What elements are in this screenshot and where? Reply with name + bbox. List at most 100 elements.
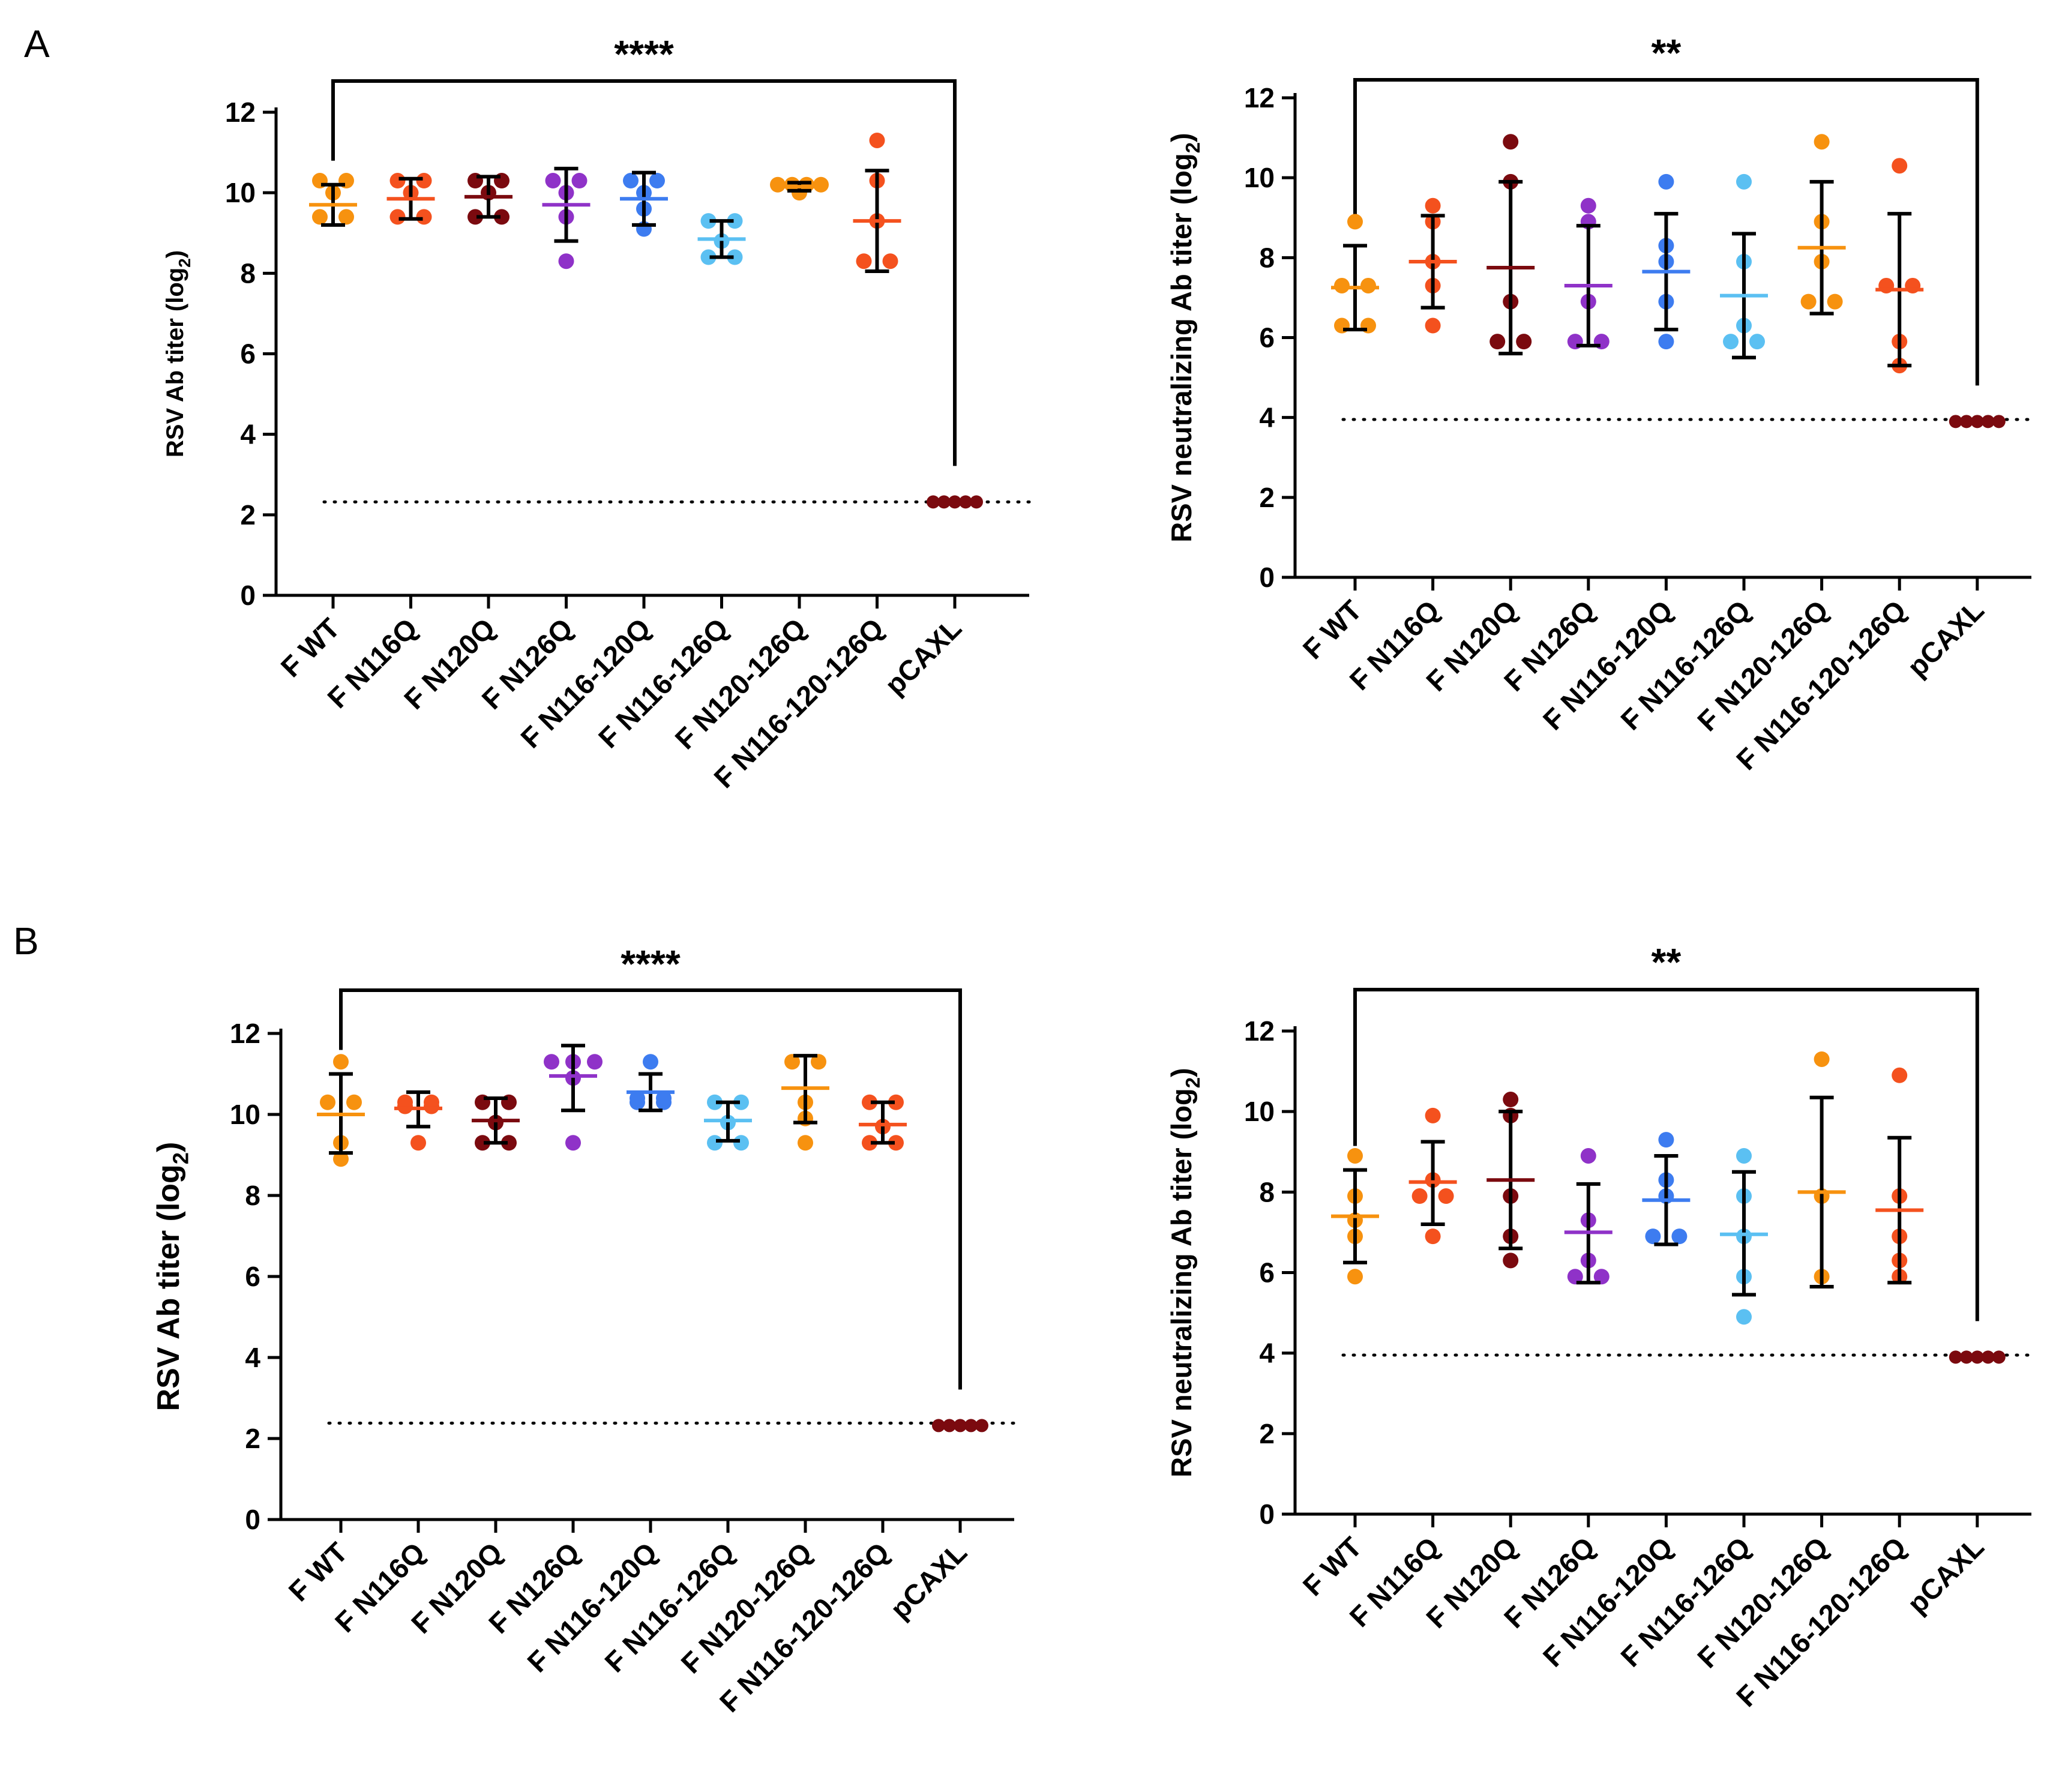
data-point bbox=[856, 253, 872, 269]
y-tick-label: 2 bbox=[1259, 1418, 1275, 1449]
y-axis-title-text: RSV Ab titer (log bbox=[151, 1164, 186, 1411]
series-group-f-n116q bbox=[1408, 1107, 1457, 1245]
data-point bbox=[888, 1135, 904, 1151]
series-group-f-n116-120-126q bbox=[853, 132, 901, 273]
series-group-f-wt bbox=[309, 173, 357, 227]
data-point bbox=[1425, 1228, 1441, 1245]
data-point bbox=[799, 176, 814, 193]
data-point bbox=[975, 1419, 988, 1433]
y-tick-label: 6 bbox=[1259, 322, 1275, 353]
series-group-f-n116q bbox=[1408, 197, 1457, 334]
data-point bbox=[1438, 1188, 1454, 1204]
data-point bbox=[397, 1094, 413, 1110]
data-point bbox=[656, 1090, 672, 1106]
data-point bbox=[1671, 1228, 1688, 1245]
data-point bbox=[1503, 134, 1519, 150]
y-tick-label: 10 bbox=[1244, 162, 1275, 193]
y-tick-label: 12 bbox=[230, 1018, 260, 1049]
data-point bbox=[545, 173, 561, 189]
y-axis-title-subscript: 2 bbox=[175, 258, 194, 268]
data-point bbox=[862, 1135, 877, 1151]
y-tick-label: 4 bbox=[240, 419, 256, 450]
data-point bbox=[1981, 1350, 1995, 1364]
data-point bbox=[1749, 334, 1765, 350]
y-tick-label: 0 bbox=[245, 1504, 260, 1535]
data-point bbox=[1658, 173, 1674, 190]
y-axis-title-close: ) bbox=[1165, 133, 1197, 142]
data-point bbox=[970, 495, 983, 509]
data-point bbox=[1334, 277, 1350, 293]
data-point bbox=[1992, 1350, 2006, 1364]
y-tick-label: 6 bbox=[245, 1261, 260, 1292]
data-point bbox=[1736, 173, 1752, 190]
data-point bbox=[733, 1094, 749, 1110]
data-point bbox=[888, 1094, 904, 1110]
series-group-f-n116-126q bbox=[1720, 173, 1768, 359]
series-group-f-n116-120q bbox=[627, 1054, 675, 1113]
data-point bbox=[475, 1135, 490, 1151]
data-point bbox=[501, 1135, 517, 1151]
data-point bbox=[1580, 197, 1596, 214]
x-tick-label-f-wt: F WT bbox=[1296, 1530, 1368, 1602]
data-point bbox=[346, 1094, 362, 1110]
data-point bbox=[1981, 415, 1995, 428]
series-group-f-wt bbox=[1331, 214, 1379, 334]
data-point bbox=[813, 176, 829, 193]
data-point bbox=[643, 1054, 658, 1070]
data-point bbox=[964, 1419, 978, 1433]
data-point bbox=[312, 209, 328, 225]
y-axis-title-subscript: 2 bbox=[1182, 1077, 1204, 1088]
significance-bracket bbox=[331, 79, 957, 466]
y-axis-title-close: ) bbox=[151, 1142, 186, 1152]
data-point bbox=[727, 249, 743, 265]
y-tick-label: 8 bbox=[240, 257, 256, 289]
series-group-f-n120q bbox=[1486, 134, 1535, 356]
y-axis-title-subscript: 2 bbox=[1182, 142, 1204, 153]
y-tick-label: 2 bbox=[245, 1423, 260, 1454]
data-point bbox=[1959, 1350, 1973, 1364]
data-point bbox=[1347, 1147, 1363, 1164]
data-point bbox=[623, 173, 639, 189]
data-point bbox=[1814, 134, 1830, 150]
data-point bbox=[1347, 1269, 1363, 1285]
data-point bbox=[649, 173, 665, 189]
data-point bbox=[389, 173, 406, 189]
data-point bbox=[1489, 334, 1506, 350]
y-tick-label: 6 bbox=[240, 338, 256, 370]
series-group-f-n116-126q bbox=[1720, 1147, 1768, 1325]
data-point bbox=[927, 495, 940, 509]
data-point bbox=[565, 1135, 581, 1151]
x-tick-label-pcaxl: pCAXL bbox=[1901, 1531, 1990, 1620]
y-tick-label: 10 bbox=[230, 1099, 260, 1130]
data-point bbox=[733, 1135, 749, 1151]
series-group-f-n116-120-126q bbox=[859, 1094, 907, 1151]
y-tick-label: 4 bbox=[245, 1342, 260, 1373]
panel-label-b: B bbox=[13, 919, 39, 963]
data-point bbox=[1593, 1269, 1610, 1285]
panel-label-a: A bbox=[24, 22, 50, 65]
data-point bbox=[937, 495, 951, 509]
data-point bbox=[424, 1094, 439, 1110]
series-group-f-n116-126q bbox=[704, 1094, 752, 1151]
series-group-f-wt bbox=[317, 1054, 365, 1167]
series-group-pcaxl bbox=[932, 1419, 988, 1433]
data-point bbox=[1425, 1107, 1441, 1123]
y-tick-label: 4 bbox=[1259, 1338, 1275, 1369]
data-point bbox=[1360, 277, 1376, 293]
significance-bracket bbox=[1353, 988, 1979, 1321]
y-axis-title: RSV Ab titer (log2) bbox=[162, 250, 194, 457]
data-point bbox=[1959, 415, 1973, 428]
y-tick-label: 8 bbox=[245, 1180, 260, 1211]
data-point bbox=[707, 1094, 723, 1110]
data-point bbox=[770, 176, 786, 193]
y-tick-label: 6 bbox=[1259, 1257, 1275, 1288]
data-point bbox=[869, 132, 885, 148]
x-tick-label-pcaxl: pCAXL bbox=[884, 1536, 973, 1625]
series-group-pcaxl bbox=[927, 495, 983, 509]
x-tick-label-f-wt: F WT bbox=[274, 612, 346, 683]
data-point bbox=[494, 209, 509, 225]
